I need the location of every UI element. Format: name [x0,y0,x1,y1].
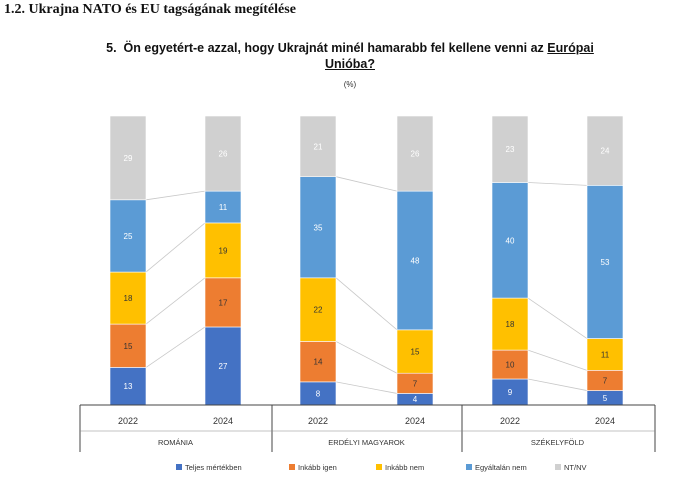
question-line-2: Unióba? [30,56,670,72]
connector-line [335,176,398,192]
question-text: Ön egyetért-e azzal, hogy Ukrajnát minél… [123,41,544,55]
connector-line [527,349,588,371]
bar-segment [396,115,434,192]
data-label: 11 [601,350,610,359]
bar-segment [109,323,147,368]
connector-line [335,381,398,394]
connector-line [335,277,398,331]
connector-line [145,222,206,273]
data-label: 15 [124,342,133,351]
legend-label: Inkább nem [385,463,424,472]
bar-segment [299,115,337,177]
bar-segment [586,115,624,186]
legend-swatch [376,464,382,470]
x-axis: 2022 2024 ROMÁNIA 2022 2024 ERDÉLYI MAGYAROK 2… [79,404,656,452]
bar-segment [299,176,337,279]
unit-label: (%) [343,80,357,89]
connector-lines [145,176,588,394]
connector-line [527,378,588,391]
data-label: 5 [603,394,608,403]
legend: Teljes mértékben Inkább igen Inkább nem Egy… [176,463,587,472]
data-label: 4 [413,395,418,404]
section-heading: 1.2. Ukrajna NATO és EU tagságának megít… [4,2,296,17]
data-label: 18 [124,294,133,303]
connector-line [527,297,588,339]
data-label: 24 [601,147,610,156]
legend-label: Inkább igen [298,463,337,472]
data-label: 17 [219,298,228,307]
legend-label: Egyáltalán nem [475,463,527,472]
bar-segment [109,115,147,201]
bar-segment [109,199,147,273]
tick-label: 2022 [118,416,138,426]
data-label: 48 [411,257,420,266]
data-label: 23 [506,145,515,154]
data-label: 13 [124,382,133,391]
data-label: 7 [413,379,418,388]
legend-label: NT/NV [564,463,587,472]
tick-label: 2022 [308,416,328,426]
legend-swatch [289,464,295,470]
data-label: 22 [314,306,323,315]
question-number: 5. [106,41,117,55]
data-label: 7 [603,376,608,385]
data-label: 8 [316,389,321,398]
connector-line [145,326,206,368]
question-line-1: 5. Ön egyetért-e azzal, hogy Ukrajnát mi… [30,40,670,56]
legend-swatch [466,464,472,470]
tick-label: 2024 [405,416,425,426]
question-underlined-word-2: Unióba? [325,57,375,71]
data-label: 53 [601,258,610,267]
legend-swatch [176,464,182,470]
tick-label: 2024 [595,416,615,426]
connector-line [527,182,588,186]
data-label: 40 [506,236,515,245]
bar-segment [396,190,434,331]
connector-line [145,190,206,201]
data-label: 18 [506,320,515,329]
data-label: 11 [219,203,228,212]
data-label: 14 [314,358,323,367]
bar-segment [109,271,147,325]
data-label: 26 [219,150,228,159]
bar-segment [299,277,337,342]
data-label: 29 [124,154,133,163]
connector-line [145,277,206,325]
data-label: 26 [411,150,420,159]
group-label: ERDÉLYI MAGYAROK [328,438,404,447]
data-label: 9 [508,388,513,397]
bar-segment [396,329,434,374]
bar-segment [109,367,147,406]
bar-segment [204,222,242,279]
tick-label: 2024 [213,416,233,426]
data-label: 25 [124,232,133,241]
legend-label: Teljes mértékben [185,463,242,472]
tick-label: 2022 [500,416,520,426]
bar-segment [204,277,242,328]
bar-segment [586,185,624,339]
bar-segment [204,115,242,192]
bar-segment [491,182,529,299]
question-underlined-word-1: Európai [547,41,594,55]
bar-segment [491,115,529,183]
bar-segment [586,338,624,371]
connector-line [335,341,398,374]
legend-swatch [555,464,561,470]
data-label: 19 [219,246,228,255]
group-label: SZÉKELYFÖLD [531,438,585,447]
data-label: 15 [411,348,420,357]
bar-segment [491,297,529,351]
data-label: 21 [314,142,323,151]
data-label: 10 [506,361,515,370]
data-label: 27 [219,362,228,371]
group-label: ROMÁNIA [158,438,193,447]
bar-segment [204,190,242,224]
data-label: 35 [314,223,323,232]
bars: 13 15 18 25 29 27 17 19 11 26 8 14 22 35 21 4 7 15 48 26 9 10… [109,115,624,406]
bar-segment [299,341,337,383]
question-title: 5. Ön egyetért-e azzal, hogy Ukrajnát mi… [30,40,670,72]
